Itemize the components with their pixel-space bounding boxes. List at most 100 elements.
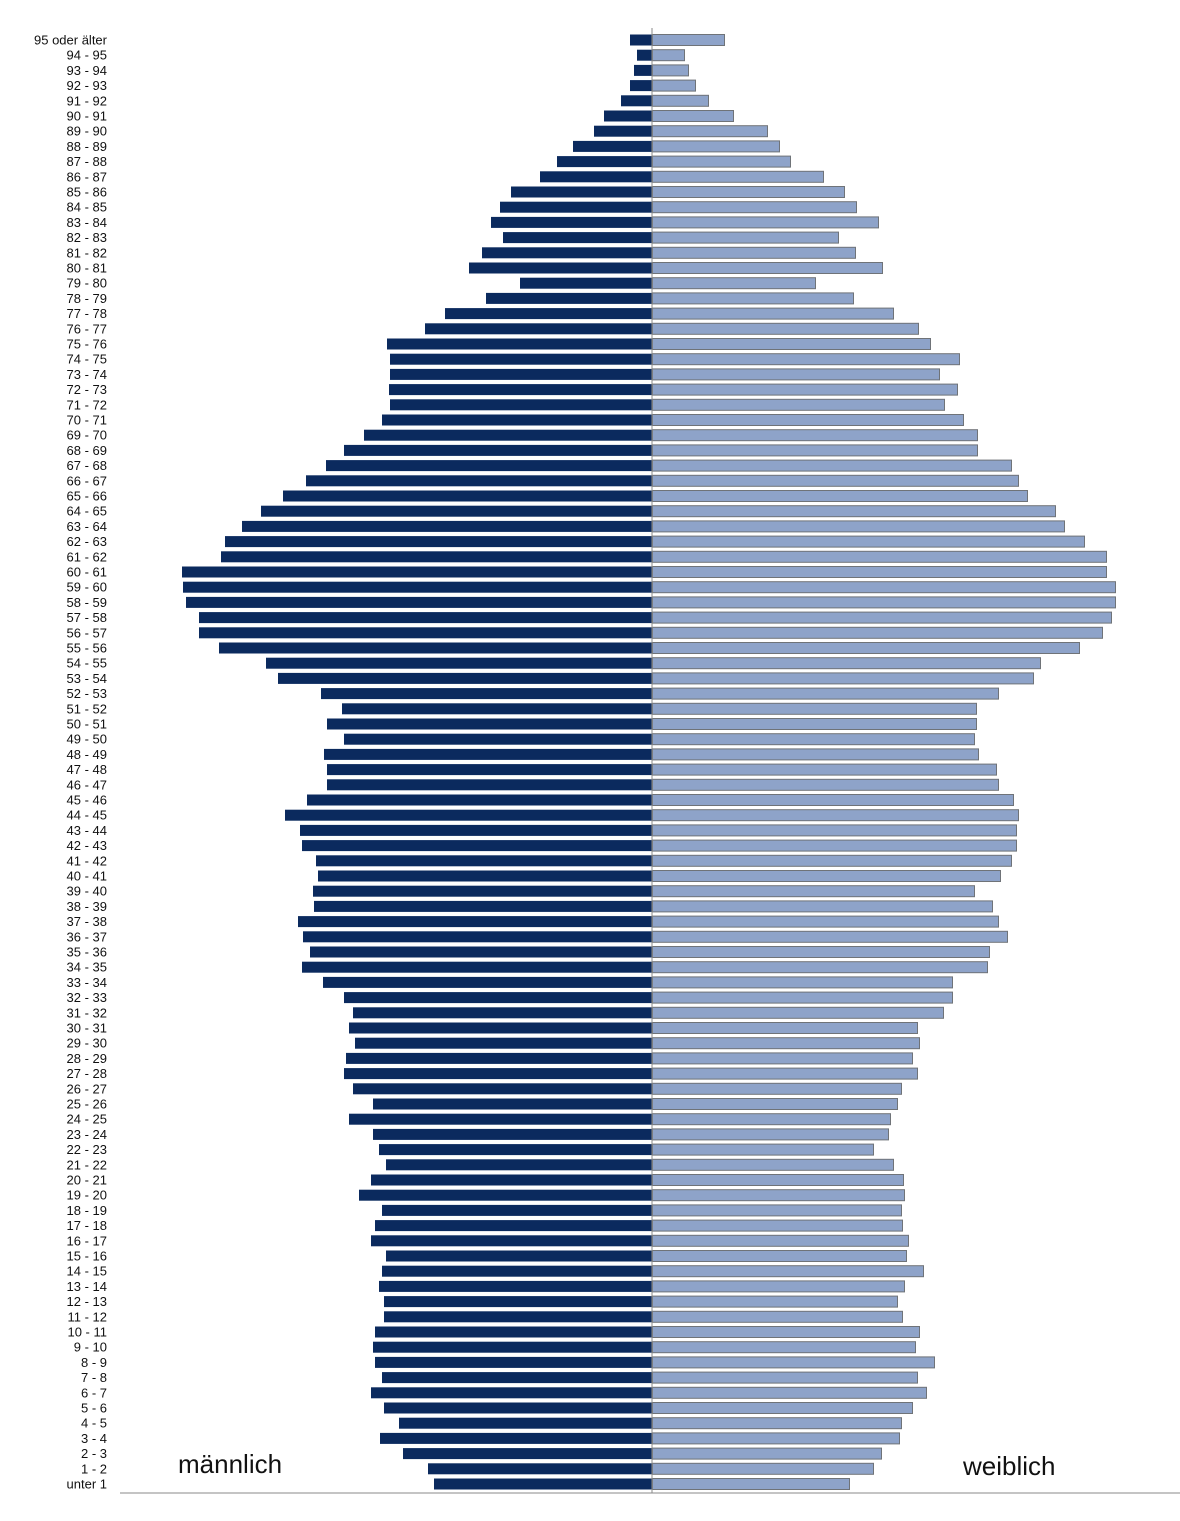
bar-male — [434, 1478, 652, 1490]
bar-male — [399, 1417, 652, 1429]
age-group-label: 69 - 70 — [67, 428, 107, 443]
bar-female — [652, 1037, 920, 1050]
age-group-label: 29 - 30 — [67, 1036, 107, 1051]
bar-male — [382, 414, 652, 426]
bar-female — [652, 353, 960, 366]
age-group-label: 16 - 17 — [67, 1233, 107, 1248]
age-group-label: 82 - 83 — [67, 230, 107, 245]
bar-female — [652, 490, 1028, 502]
bar-male — [266, 657, 652, 669]
bar-male — [384, 1296, 652, 1308]
bar-female — [652, 550, 1107, 563]
bar-male — [630, 34, 652, 46]
bar-male — [390, 353, 652, 365]
bar-female — [652, 748, 979, 761]
bar-female — [652, 398, 945, 411]
bar-female — [652, 201, 857, 214]
bar-female — [652, 1022, 918, 1034]
bar-female — [652, 961, 988, 974]
bar-female — [652, 1098, 898, 1110]
bar-male — [621, 95, 652, 107]
bar-female — [652, 444, 978, 457]
bar-female — [652, 1219, 903, 1232]
age-group-label: 42 - 43 — [67, 838, 107, 853]
age-group-label: 63 - 64 — [67, 519, 107, 534]
bar-male — [469, 262, 652, 274]
bar-female — [652, 307, 894, 320]
age-group-label: 73 - 74 — [67, 367, 107, 382]
bar-female — [652, 49, 685, 62]
bar-female — [652, 94, 709, 107]
age-group-label: 49 - 50 — [67, 732, 107, 747]
series-label-female: weiblich — [962, 1451, 1056, 1481]
bar-female — [652, 778, 999, 791]
bar-female — [652, 1402, 913, 1414]
bar-female — [652, 672, 1034, 685]
bar-male — [261, 505, 652, 517]
bar-female — [652, 535, 1085, 548]
bar-female — [652, 383, 958, 396]
bar-female — [652, 1417, 902, 1430]
bar-male — [500, 201, 652, 213]
bar-female — [652, 596, 1116, 609]
age-group-label: 76 - 77 — [67, 321, 107, 336]
bar-male — [387, 338, 652, 350]
bar-male — [313, 885, 652, 897]
bar-male — [353, 1007, 652, 1019]
age-group-label: 58 - 59 — [67, 595, 107, 610]
age-group-label: 55 - 56 — [67, 641, 107, 656]
bar-male — [503, 232, 652, 244]
bar-male — [375, 1326, 652, 1338]
age-group-label: 65 - 66 — [67, 489, 107, 504]
age-group-label: 24 - 25 — [67, 1112, 107, 1127]
age-group-label: 25 - 26 — [67, 1097, 107, 1112]
bar-female — [652, 1204, 902, 1217]
age-group-label: 87 - 88 — [67, 154, 107, 169]
bar-male — [182, 566, 652, 578]
bar-male — [349, 1113, 652, 1125]
bar-male — [314, 900, 652, 912]
bar-male — [386, 1159, 652, 1171]
bar-male — [278, 672, 652, 684]
bar-male — [482, 247, 652, 259]
bar-male — [283, 490, 652, 502]
bar-female — [652, 1310, 903, 1323]
bar-female — [652, 611, 1112, 624]
bar-female — [652, 505, 1056, 518]
age-group-label: 41 - 42 — [67, 853, 107, 868]
bar-male — [298, 916, 652, 928]
bar-female — [652, 1128, 889, 1141]
age-group-label: 1 - 2 — [81, 1461, 107, 1476]
age-group-label: 94 - 95 — [67, 48, 107, 63]
bar-male — [307, 794, 652, 806]
age-group-label: 64 - 65 — [67, 504, 107, 519]
bar-female — [652, 1326, 920, 1338]
bar-male — [316, 855, 652, 867]
bar-male — [344, 444, 652, 456]
age-group-label: 72 - 73 — [67, 382, 107, 397]
age-group-label: 57 - 58 — [67, 610, 107, 625]
bar-male — [344, 733, 652, 745]
bar-female — [652, 155, 791, 168]
bar-male — [637, 49, 652, 61]
age-group-label: 89 - 90 — [67, 124, 107, 139]
age-group-label: 53 - 54 — [67, 671, 107, 686]
age-group-label: 88 - 89 — [67, 139, 107, 154]
bar-male — [486, 292, 652, 304]
bar-male — [373, 1128, 652, 1140]
age-group-label: 45 - 46 — [67, 793, 107, 808]
age-group-label: 10 - 11 — [67, 1325, 107, 1340]
bar-female — [652, 854, 1012, 867]
bar-female — [652, 839, 1017, 852]
bar-female — [652, 459, 1012, 472]
bar-male — [186, 596, 652, 608]
age-group-label: 67 - 68 — [67, 458, 107, 473]
bar-male — [382, 1204, 652, 1216]
bar-male — [327, 764, 652, 776]
age-group-label: 31 - 32 — [67, 1005, 107, 1020]
age-group-label: 17 - 18 — [67, 1218, 107, 1233]
bar-male — [382, 1265, 652, 1277]
bar-female — [652, 186, 845, 198]
age-group-label: 8 - 9 — [81, 1355, 107, 1370]
age-group-label: 83 - 84 — [67, 215, 107, 230]
